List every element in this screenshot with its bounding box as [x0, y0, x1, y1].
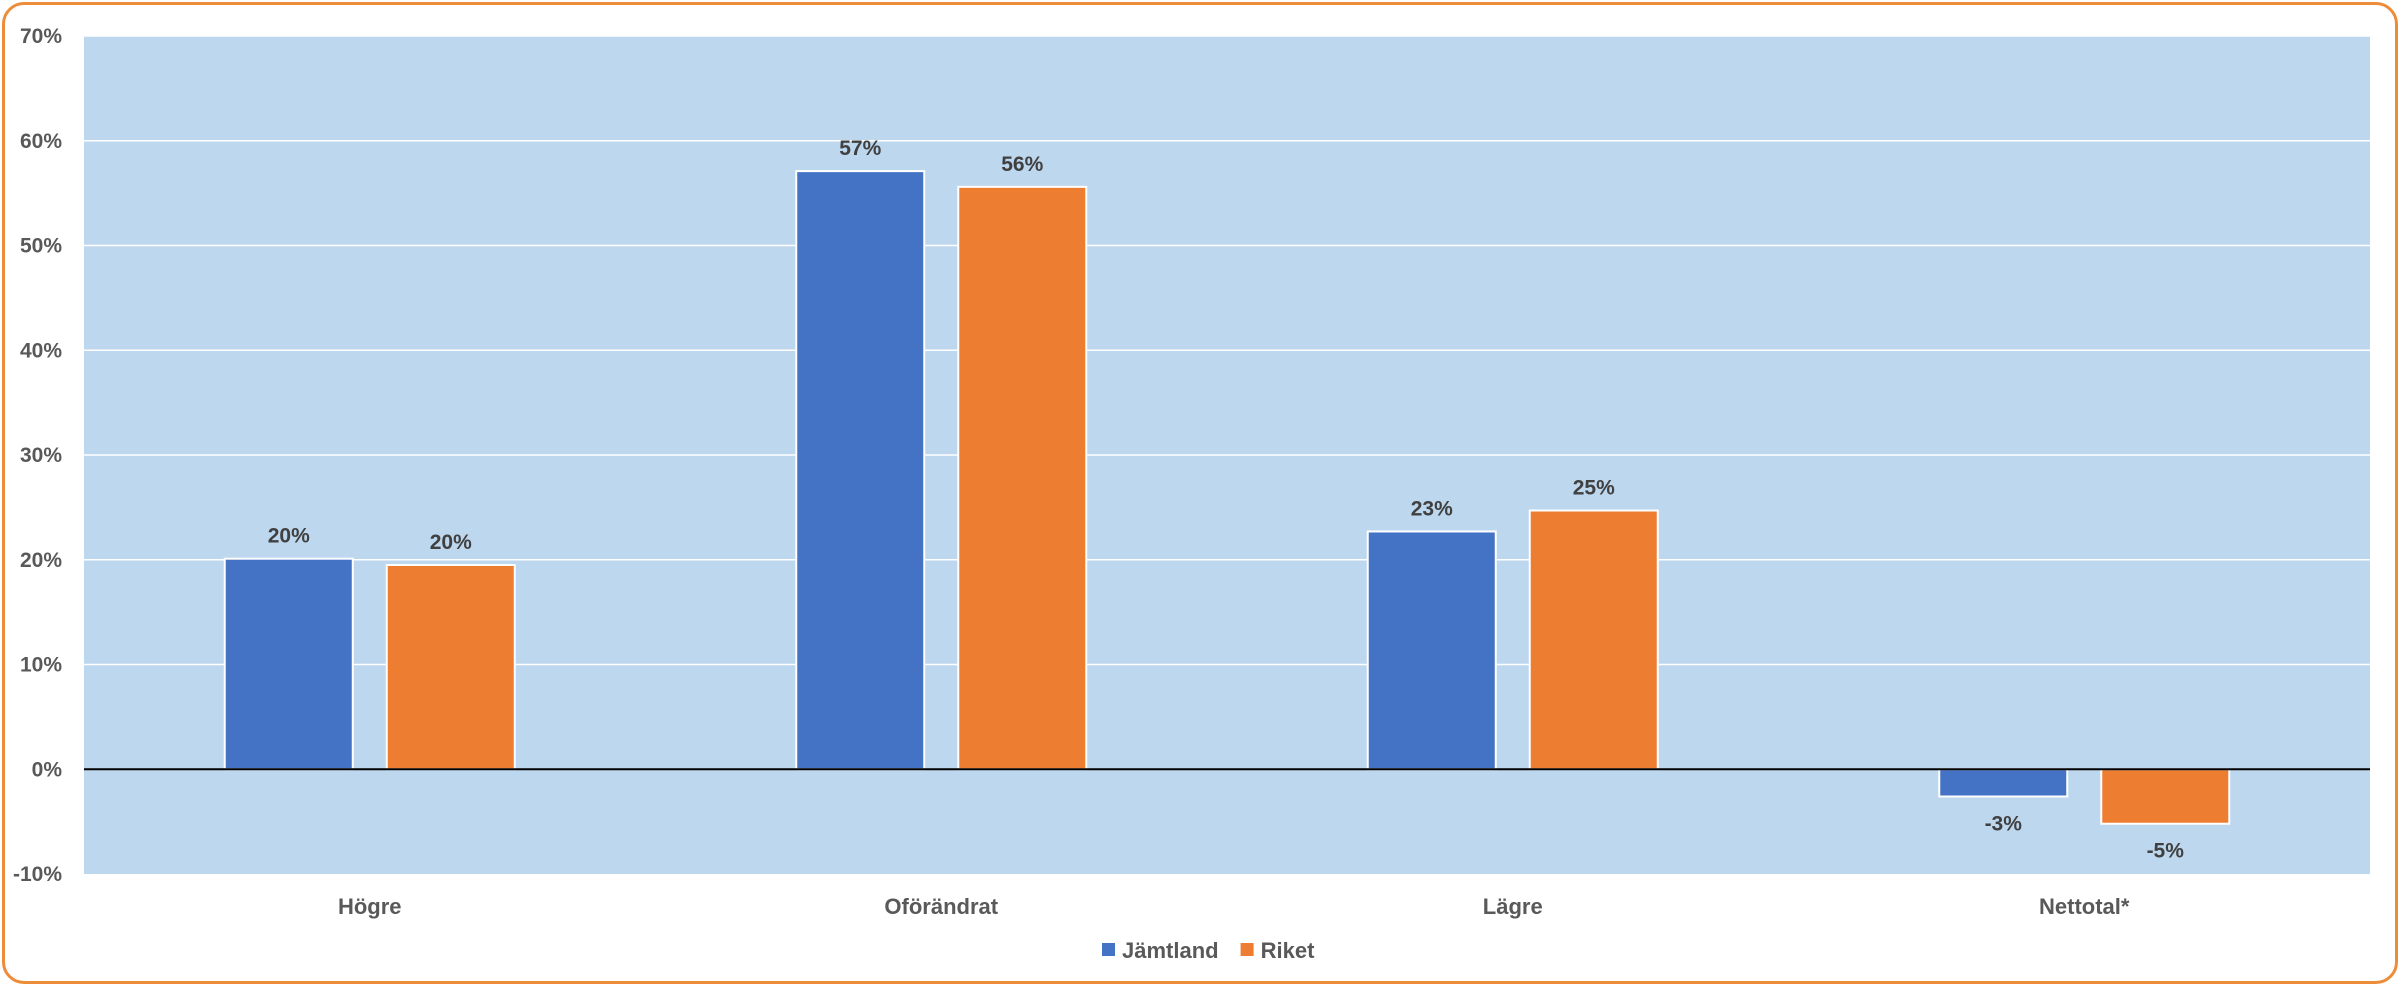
y-tick-label: 0% [32, 758, 63, 781]
y-tick-label: 40% [20, 339, 62, 362]
x-tick-label: Lägre [1483, 894, 1543, 919]
data-label: 25% [1573, 477, 1615, 500]
y-tick-label: -10% [13, 863, 62, 886]
x-axis: Högre Oförändrat Lägre Nettotal* [338, 894, 2130, 919]
x-tick-label: Oförändrat [884, 894, 998, 919]
legend-label: Riket [1261, 938, 1315, 963]
bar [1528, 509, 1659, 771]
data-label: 23% [1411, 497, 1453, 520]
legend-label: Jämtland [1122, 938, 1219, 963]
data-label: -5% [2147, 840, 2185, 863]
bar [2100, 768, 2231, 825]
legend: Jämtland Riket [1102, 938, 1315, 963]
y-tick-label: 20% [20, 549, 62, 572]
y-tick-label: 30% [20, 444, 62, 467]
bar [795, 170, 926, 771]
data-labels: 20% 20% 57% 56% 23% 25% -3% -5% [268, 137, 2185, 863]
data-label: 57% [839, 137, 881, 160]
data-label: -3% [1985, 812, 2023, 835]
x-tick-label: Nettotal* [2039, 894, 2130, 919]
data-label: 20% [268, 525, 310, 548]
bar [223, 557, 354, 771]
y-tick-label: 10% [20, 654, 62, 677]
gridlines [84, 35, 2370, 666]
data-label: 56% [1001, 153, 1043, 176]
legend-swatch [1240, 943, 1254, 956]
x-tick-label: Högre [338, 894, 402, 919]
bar [957, 185, 1088, 771]
y-tick-label: 60% [20, 130, 62, 153]
y-tick-label: 50% [20, 235, 62, 258]
data-label: 20% [430, 531, 472, 554]
bar [1938, 768, 2069, 798]
y-axis: -10% 0% 10% 20% 30% 40% 50% 60% 70% [13, 25, 62, 886]
bar [1366, 530, 1497, 771]
y-tick-label: 70% [20, 25, 62, 48]
legend-swatch [1102, 943, 1115, 956]
bar [385, 563, 516, 771]
